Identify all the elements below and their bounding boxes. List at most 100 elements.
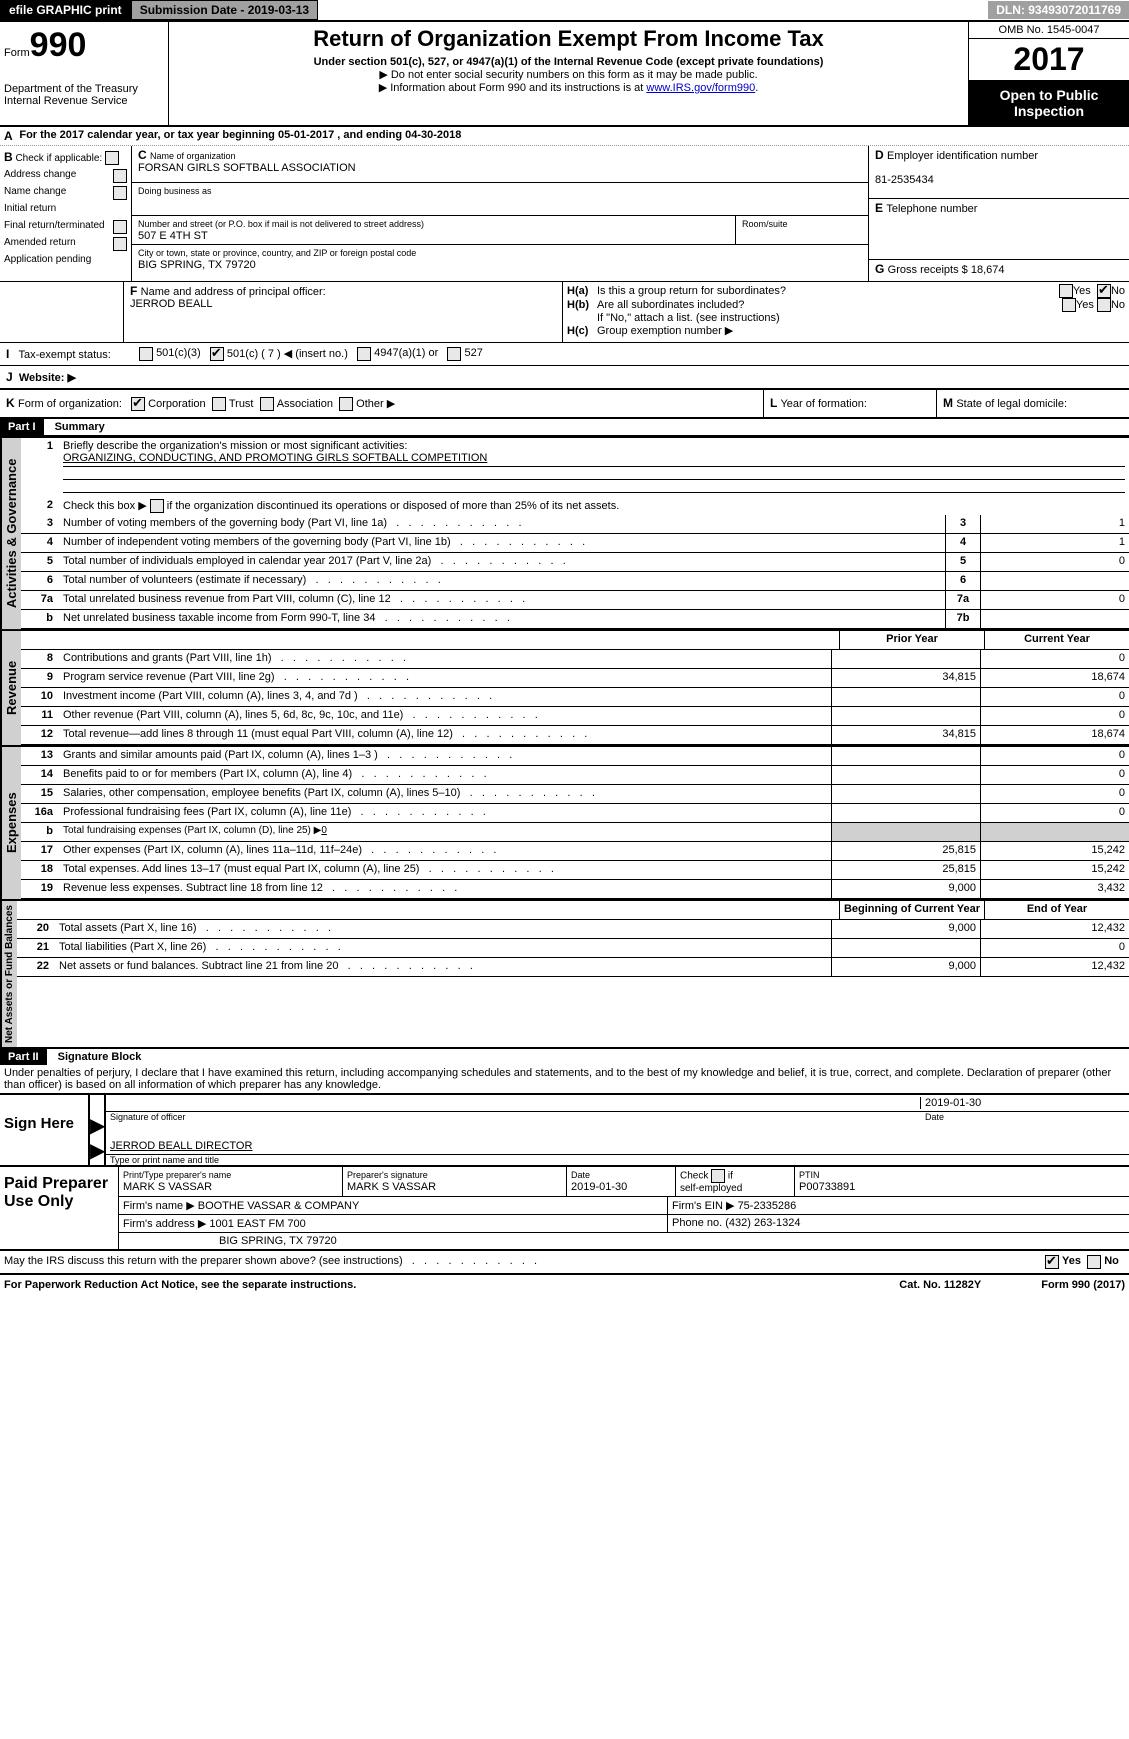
ha-yes[interactable] [1059,284,1073,298]
table-row: 11Other revenue (Part VIII, column (A), … [21,707,1129,726]
discuss-row: May the IRS discuss this return with the… [0,1251,1129,1275]
section-b: B Check if applicable: Address change Na… [0,146,132,281]
top-bar: efile GRAPHIC print Submission Date - 20… [0,0,1129,22]
discuss-no[interactable] [1087,1255,1101,1269]
table-row: 18Total expenses. Add lines 13–17 (must … [21,861,1129,880]
org-name: FORSAN GIRLS SOFTBALL ASSOCIATION [138,162,356,174]
discuss-yes[interactable] [1045,1255,1059,1269]
tax-501c3[interactable] [139,347,153,361]
footer: For Paperwork Reduction Act Notice, see … [0,1275,1129,1295]
dept1: Department of the Treasury [4,83,164,95]
tax-501c[interactable] [210,347,224,361]
table-row: 7aTotal unrelated business revenue from … [21,591,1129,610]
firm-addr2: BIG SPRING, TX 79720 [119,1233,1129,1249]
table-row: 10Investment income (Part VIII, column (… [21,688,1129,707]
tax-527[interactable] [447,347,461,361]
table-row: 14Benefits paid to or for members (Part … [21,766,1129,785]
form-header: Form990 Department of the Treasury Inter… [0,22,1129,127]
netassets-label: Net Assets or Fund Balances [0,901,17,1047]
officer-name: JERROD BEALL DIRECTOR [110,1140,1125,1152]
section-a: A For the 2017 calendar year, or tax yea… [0,127,1129,146]
check-name[interactable] [113,186,127,200]
check-b-header[interactable] [105,151,119,165]
table-row: 19Revenue less expenses. Subtract line 1… [21,880,1129,899]
self-emp-check[interactable] [711,1169,725,1183]
table-row: 20Total assets (Part X, line 16)9,00012,… [17,920,1129,939]
omb-label: OMB No. 1545-0047 [969,22,1129,39]
irs-link[interactable]: www.IRS.gov/form990 [646,82,755,94]
section-klm: K Form of organization: Corporation Trus… [0,390,1129,419]
section-a-text: For the 2017 calendar year, or tax year … [19,129,461,143]
principal-officer: JERROD BEALL [130,298,213,310]
section-j: J Website: ▶ [0,366,1129,390]
section-i: I Tax-exempt status: 501(c)(3) 501(c) ( … [0,343,1129,366]
part2-header: Part II Signature Block [0,1047,1129,1065]
city-state-zip: BIG SPRING, TX 79720 [138,259,256,271]
table-row: 15Salaries, other compensation, employee… [21,785,1129,804]
firm-ein: 75-2335286 [738,1200,797,1212]
header-subtitle2: ▶ Do not enter social security numbers o… [173,68,964,81]
efile-button[interactable]: efile GRAPHIC print [0,0,131,20]
hb-no[interactable] [1097,298,1111,312]
form-number: 990 [30,26,87,64]
firm-phone: (432) 263-1324 [725,1217,800,1229]
header-subtitle1: Under section 501(c), 527, or 4947(a)(1)… [173,56,964,68]
header-subtitle3: ▶ Information about Form 990 and its ins… [173,81,964,94]
check-final[interactable] [113,220,127,234]
governance-section: Activities & Governance 1 Briefly descri… [0,436,1129,629]
table-row: 3Number of voting members of the governi… [21,515,1129,534]
tax-year: 2017 [969,39,1129,81]
preparer-name: MARK S VASSAR [123,1181,212,1193]
revenue-label: Revenue [0,631,21,745]
firm-addr1: 1001 EAST FM 700 [209,1218,305,1230]
table-row: 8Contributions and grants (Part VIII, li… [21,650,1129,669]
gross-receipts: 18,674 [971,264,1005,276]
prep-date: 2019-01-30 [571,1181,627,1193]
section-c: C Name of organization FORSAN GIRLS SOFT… [132,146,869,281]
header-right: OMB No. 1545-0047 2017 Open to Public In… [969,22,1129,125]
header-center: Return of Organization Exempt From Incom… [169,22,969,125]
open-public: Open to Public Inspection [969,81,1129,125]
table-row: 4Number of independent voting members of… [21,534,1129,553]
hb-yes[interactable] [1062,298,1076,312]
ein-value: 81-2535434 [875,174,934,186]
section-deg: D Employer identification number 81-2535… [869,146,1129,281]
table-row: 6Total number of volunteers (estimate if… [21,572,1129,591]
ha-no[interactable] [1097,284,1111,298]
line2-check[interactable] [150,499,164,513]
declaration: Under penalties of perjury, I declare th… [0,1065,1129,1093]
form-corp[interactable] [131,397,145,411]
table-row: 17Other expenses (Part IX, column (A), l… [21,842,1129,861]
table-row: 21Total liabilities (Part X, line 26)0 [17,939,1129,958]
expenses-section: Expenses 13Grants and similar amounts pa… [0,745,1129,899]
expenses-label: Expenses [0,747,21,899]
firm-name: BOOTHE VASSAR & COMPANY [198,1200,360,1212]
ptin-value: P00733891 [799,1181,855,1193]
governance-label: Activities & Governance [0,438,21,629]
dept2: Internal Revenue Service [4,95,164,107]
table-row: 12Total revenue—add lines 8 through 11 (… [21,726,1129,745]
sign-here-block: Sign Here ▶ 2019-01-30 Signature of offi… [0,1093,1129,1167]
check-address[interactable] [113,169,127,183]
dln-label: DLN: 93493072011769 [988,1,1129,19]
netassets-section: Net Assets or Fund Balances Beginning of… [0,899,1129,1047]
street-address: 507 E 4TH ST [138,230,208,242]
submission-date: Submission Date - 2019-03-13 [131,0,318,20]
header-title: Return of Organization Exempt From Incom… [173,26,964,52]
table-row: 16aProfessional fundraising fees (Part I… [21,804,1129,823]
form-assoc[interactable] [260,397,274,411]
table-row: 13Grants and similar amounts paid (Part … [21,747,1129,766]
part1-header: Part I Summary [0,419,1129,436]
section-f: F Name and address of principal officer:… [124,282,563,342]
table-row: 5Total number of individuals employed in… [21,553,1129,572]
paid-preparer-block: Paid Preparer Use Only Print/Type prepar… [0,1167,1129,1251]
form-other[interactable] [339,397,353,411]
sig-date: 2019-01-30 [920,1097,1125,1109]
preparer-sig: MARK S VASSAR [347,1181,436,1193]
check-amended[interactable] [113,237,127,251]
form-trust[interactable] [212,397,226,411]
tax-4947[interactable] [357,347,371,361]
header-left: Form990 Department of the Treasury Inter… [0,22,169,125]
mission-text: ORGANIZING, CONDUCTING, AND PROMOTING GI… [63,452,487,464]
section-h: H(a) Is this a group return for subordin… [563,282,1129,342]
